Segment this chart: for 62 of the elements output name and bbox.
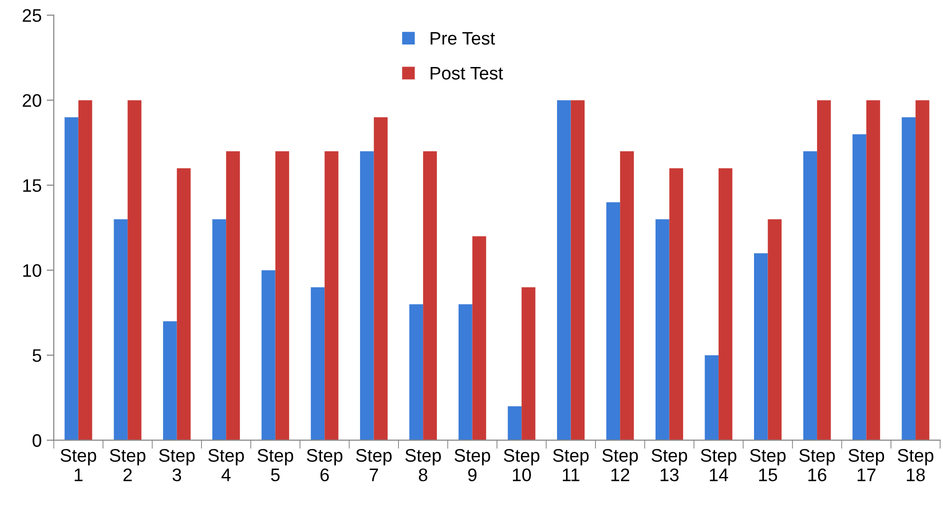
bar [669,168,684,440]
bar [902,117,916,440]
bar [409,304,424,440]
x-tick-label: Step 15 [750,449,786,482]
x-tick-label: Step 8 [405,449,441,482]
bar [212,219,226,440]
bar [817,100,831,440]
bar [472,236,486,440]
x-tick-label: Step 1 [60,449,96,482]
x-tick-label: Step 9 [454,449,490,482]
bar [360,151,374,440]
bar [656,219,670,440]
bar [310,287,325,440]
y-tick-label: 15 [23,179,42,192]
bar [803,151,818,440]
bar [324,151,338,440]
x-tick-label: Step 16 [799,449,835,482]
bar [570,100,585,440]
x-tick-label: Step 18 [898,449,934,482]
bar [718,168,732,440]
x-tick-label: Step 17 [848,449,884,482]
bar [557,100,571,440]
bar [866,100,880,440]
bar [114,219,128,440]
bar [128,100,142,440]
bar [754,253,768,440]
x-tick-label: Step 3 [159,449,195,482]
bar [226,151,240,440]
bar [275,151,290,440]
bar [262,270,276,440]
y-tick-label: 25 [22,9,42,22]
x-tick-label: Step 2 [110,449,146,482]
bar [916,100,930,440]
bar [458,304,472,440]
x-tick-label: Step 7 [356,449,392,482]
bar [163,321,177,440]
y-tick-label: 20 [22,94,42,107]
bar [522,287,536,440]
x-tick-label: Step 11 [553,449,589,482]
x-tick-label: Step 4 [208,449,244,482]
bar [78,100,92,440]
bar [704,355,719,440]
bar [64,117,78,440]
bar [374,117,388,440]
bar [508,406,522,440]
x-tick-label: Step 10 [504,449,540,482]
legend-label: Pre Test [430,32,495,45]
bar [606,202,620,440]
bar [620,151,634,440]
bar [852,134,866,440]
x-tick-label: Step 14 [700,449,736,482]
y-tick-label: 5 [32,349,42,362]
x-tick-label: Step 12 [602,449,638,482]
bar [423,151,437,440]
legend-label: Post Test [430,66,504,80]
bar [176,168,191,440]
x-tick-label: Step 6 [306,449,342,482]
y-tick-label: 0 [32,434,42,447]
y-tick-label: 10 [23,264,42,277]
x-tick-label: Step 13 [652,449,688,482]
x-tick-label: Step 5 [258,449,294,482]
bar [768,219,782,440]
